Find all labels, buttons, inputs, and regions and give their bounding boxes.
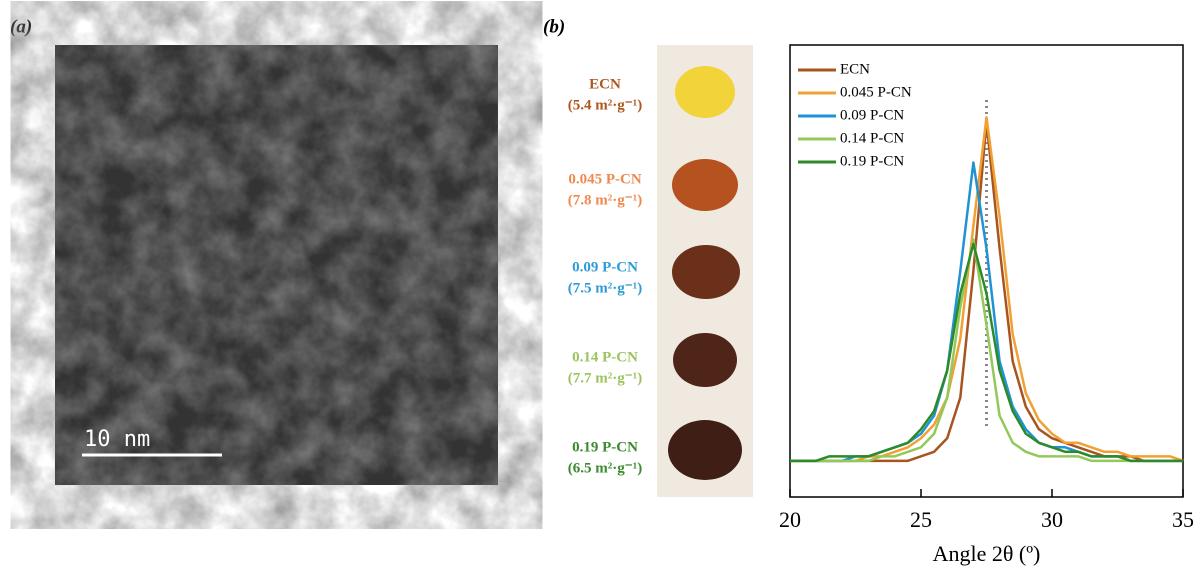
photo-sample [672, 245, 740, 299]
x-tick-label: 30 [1041, 507, 1063, 532]
legend-label: 0.045 P-CN [840, 84, 912, 100]
sample-area: (7.8 m²·g⁻¹) [568, 192, 642, 208]
legend-label: 0.19 P-CN [840, 153, 904, 169]
scale-bar-label: 10 nm [84, 427, 150, 452]
photo-sample [673, 333, 737, 387]
series-line [790, 242, 1183, 463]
photo-sample [675, 66, 735, 118]
tem-texture [55, 45, 498, 485]
panel-label: (b) [543, 16, 565, 37]
x-axis-label: Angle 2θ (º) [933, 541, 1041, 566]
legend-label: 0.14 P-CN [840, 130, 904, 146]
panel-label: (a) [10, 16, 32, 37]
legend-label: 0.09 P-CN [840, 107, 904, 123]
plot-frame [789, 44, 1184, 498]
sample-name: 0.14 P-CN [572, 349, 638, 365]
legend-label: ECN [840, 61, 870, 77]
x-tick-label: 20 [779, 507, 801, 532]
sample-area: (7.7 m²·g⁻¹) [568, 370, 642, 386]
series-line [790, 238, 1183, 463]
x-tick-label: 35 [1172, 507, 1194, 532]
photo-sample [668, 420, 742, 480]
sample-area: (5.4 m²·g⁻¹) [568, 97, 642, 113]
sample-name: 0.19 P-CN [572, 439, 638, 455]
sample-name: ECN [589, 76, 621, 92]
x-tick-label: 25 [910, 507, 932, 532]
sample-name: 0.045 P-CN [568, 171, 641, 187]
sample-area: (7.5 m²·g⁻¹) [568, 280, 642, 296]
sample-name: 0.09 P-CN [572, 259, 638, 275]
sample-area: (6.5 m²·g⁻¹) [568, 460, 642, 476]
photo-sample [672, 159, 738, 211]
